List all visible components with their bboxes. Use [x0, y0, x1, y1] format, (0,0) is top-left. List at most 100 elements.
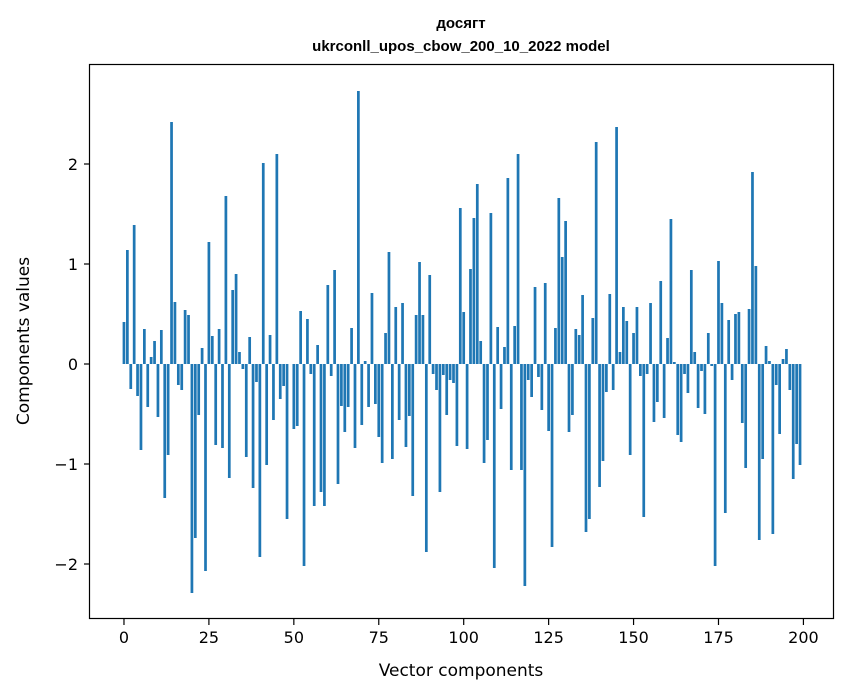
- bar-157: [655, 364, 659, 402]
- bar-114: [509, 364, 513, 470]
- bar-32: [231, 290, 235, 364]
- bar-63: [336, 364, 340, 484]
- bar-117: [520, 364, 523, 470]
- bar-132: [571, 364, 574, 415]
- bar-56: [312, 364, 316, 506]
- y-axis-label: Components values: [14, 257, 34, 425]
- bar-47: [282, 364, 285, 386]
- bar-182: [740, 364, 744, 423]
- bar-185: [751, 172, 754, 364]
- bar-53: [302, 364, 306, 566]
- bar-123: [540, 364, 544, 410]
- bar-13: [166, 364, 170, 455]
- bar-191: [771, 364, 775, 534]
- bar-121: [533, 287, 537, 364]
- bar-4: [136, 364, 139, 396]
- bar-36: [244, 364, 248, 457]
- bar-180: [734, 314, 737, 364]
- bar-103: [472, 218, 476, 364]
- bar-138: [591, 318, 595, 364]
- x-axis-ticks: 0 25 50 75 100 125 150 175 200: [119, 619, 819, 647]
- bar-37: [248, 337, 252, 364]
- bar-102: [469, 269, 472, 364]
- bar-128: [557, 198, 561, 364]
- bar-74: [374, 364, 377, 404]
- bar-41: [261, 163, 265, 364]
- bar-166: [686, 364, 690, 393]
- bar-89: [424, 364, 428, 552]
- bar-30: [224, 196, 228, 364]
- bar-135: [581, 295, 584, 364]
- bar-27: [214, 364, 218, 445]
- bar-141: [601, 364, 605, 461]
- bar-86: [414, 315, 418, 364]
- bar-71: [363, 361, 367, 364]
- bar-42: [265, 364, 269, 465]
- bar-134: [577, 335, 581, 364]
- bar-153: [642, 364, 646, 517]
- bar-162: [672, 362, 676, 364]
- bar-199: [798, 364, 802, 465]
- bar-168: [693, 352, 697, 364]
- bar-181: [737, 312, 741, 364]
- bar-113: [506, 178, 510, 364]
- bar-24: [204, 364, 207, 571]
- bar-81: [397, 364, 401, 420]
- bar-155: [649, 303, 652, 364]
- bar-189: [764, 346, 768, 364]
- bar-70: [360, 364, 364, 425]
- bar-177: [723, 364, 727, 513]
- bar-21: [193, 364, 197, 538]
- bar-72: [367, 364, 370, 407]
- x-tick-label: 50: [284, 628, 304, 647]
- bar-93: [438, 364, 442, 492]
- bar-88: [421, 315, 425, 364]
- bar-17: [180, 364, 184, 390]
- bar-65: [343, 364, 347, 432]
- bar-194: [781, 359, 785, 364]
- bar-66: [346, 364, 350, 407]
- bar-45: [275, 154, 279, 364]
- bar-69: [357, 91, 360, 364]
- bar-25: [207, 242, 211, 364]
- bar-97: [452, 364, 455, 383]
- bar-23: [200, 348, 204, 364]
- bar-82: [401, 303, 404, 364]
- bar-109: [492, 364, 496, 568]
- bar-19: [187, 315, 190, 364]
- bar-126: [550, 364, 554, 547]
- bar-140: [598, 364, 601, 487]
- bar-79: [391, 364, 394, 459]
- bar-34: [238, 352, 241, 364]
- bar-29: [221, 364, 224, 448]
- x-tick-label: 150: [618, 628, 649, 647]
- bar-186: [754, 266, 758, 364]
- bar-122: [537, 364, 540, 377]
- bar-68: [353, 364, 357, 448]
- bar-40: [258, 364, 262, 557]
- bar-43: [268, 335, 272, 364]
- bar-20: [190, 364, 194, 593]
- bar-152: [639, 364, 642, 376]
- bar-73: [370, 293, 374, 364]
- bar-15: [173, 302, 177, 364]
- bar-112: [503, 347, 506, 364]
- bar-50: [292, 364, 296, 429]
- bar-169: [696, 364, 700, 408]
- bar-149: [628, 364, 632, 455]
- bar-161: [669, 219, 673, 364]
- chart-title: досягт: [436, 15, 485, 32]
- bar-188: [761, 364, 765, 459]
- bar-83: [404, 364, 408, 447]
- bar-12: [163, 364, 167, 498]
- bar-99: [458, 208, 462, 364]
- bar-175: [717, 261, 720, 364]
- bar-28: [217, 329, 221, 364]
- bar-59: [323, 364, 326, 506]
- bar-6: [143, 329, 146, 364]
- bar-104: [475, 184, 479, 364]
- bar-22: [197, 364, 201, 415]
- bar-143: [608, 294, 612, 364]
- bar-110: [496, 327, 500, 364]
